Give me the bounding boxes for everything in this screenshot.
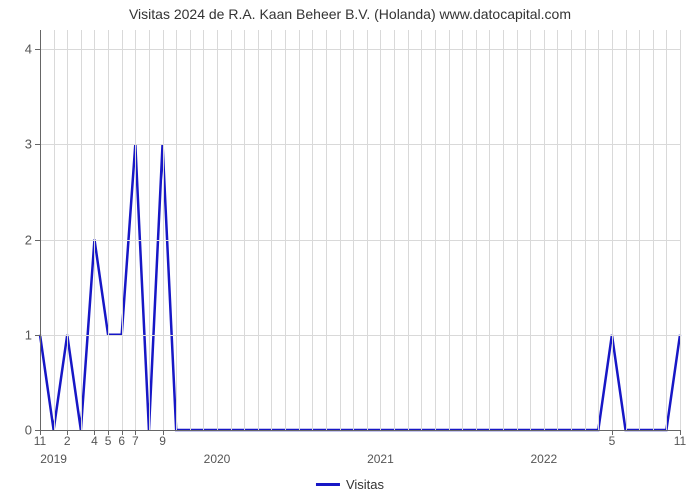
ytick-label: 1 [25,327,32,342]
xtick-month-label: 7 [132,434,139,448]
gridline-v [353,30,354,430]
xtick-year-label: 2019 [40,452,67,466]
legend-swatch [316,483,340,486]
gridline-v [626,30,627,430]
gridline-v [653,30,654,430]
xtick-month-label: 2 [64,434,71,448]
left-axis [40,30,41,430]
ytick-label: 0 [25,423,32,438]
gridline-v [203,30,204,430]
xtick-year-label: 2022 [530,452,557,466]
gridline-v [503,30,504,430]
gridline-v [149,30,150,430]
gridline-v [612,30,613,430]
gridline-v [271,30,272,430]
gridline-v [190,30,191,430]
gridline-v [340,30,341,430]
gridline-v [367,30,368,430]
legend: Visitas [316,477,384,492]
gridline-v [598,30,599,430]
gridline-v [435,30,436,430]
gridline-v [135,30,136,430]
gridline-v [67,30,68,430]
gridline-v [408,30,409,430]
gridline-v [421,30,422,430]
gridline-v [517,30,518,430]
gridline-v [244,30,245,430]
gridline-v [122,30,123,430]
xtick-month-label: 11 [674,434,686,448]
gridline-v [108,30,109,430]
xtick-year-label: 2020 [204,452,231,466]
xtick-month-label: 5 [105,434,112,448]
gridline-v [394,30,395,430]
gridline-v [571,30,572,430]
gridline-v [530,30,531,430]
plot-area: 01234112456795112019202020212022 [40,30,680,430]
gridline-v [217,30,218,430]
gridline-v [326,30,327,430]
gridline-v [489,30,490,430]
xtick-month-label: 11 [34,434,46,448]
gridline-v [639,30,640,430]
gridline-v [476,30,477,430]
gridline-v [258,30,259,430]
gridline-v [54,30,55,430]
gridline-v [176,30,177,430]
gridline-v [285,30,286,430]
legend-label: Visitas [346,477,384,492]
xtick-month-label: 5 [609,434,616,448]
xtick-year-label: 2021 [367,452,394,466]
gridline-v [312,30,313,430]
visits-line-chart: Visitas 2024 de R.A. Kaan Beheer B.V. (H… [0,0,700,500]
ytick-label: 4 [25,42,32,57]
ytick-label: 3 [25,137,32,152]
gridline-v [544,30,545,430]
gridline-v [449,30,450,430]
ytick-label: 2 [25,232,32,247]
gridline-v [666,30,667,430]
gridline-v [231,30,232,430]
gridline-v [462,30,463,430]
xtick-month-label: 6 [118,434,125,448]
gridline-v [680,30,681,430]
chart-title: Visitas 2024 de R.A. Kaan Beheer B.V. (H… [0,6,700,22]
gridline-v [81,30,82,430]
gridline-v [557,30,558,430]
gridline-v [585,30,586,430]
gridline-v [163,30,164,430]
gridline-v [94,30,95,430]
gridline-v [380,30,381,430]
xtick-month-label: 4 [91,434,98,448]
gridline-v [299,30,300,430]
xtick-month-label: 9 [159,434,166,448]
